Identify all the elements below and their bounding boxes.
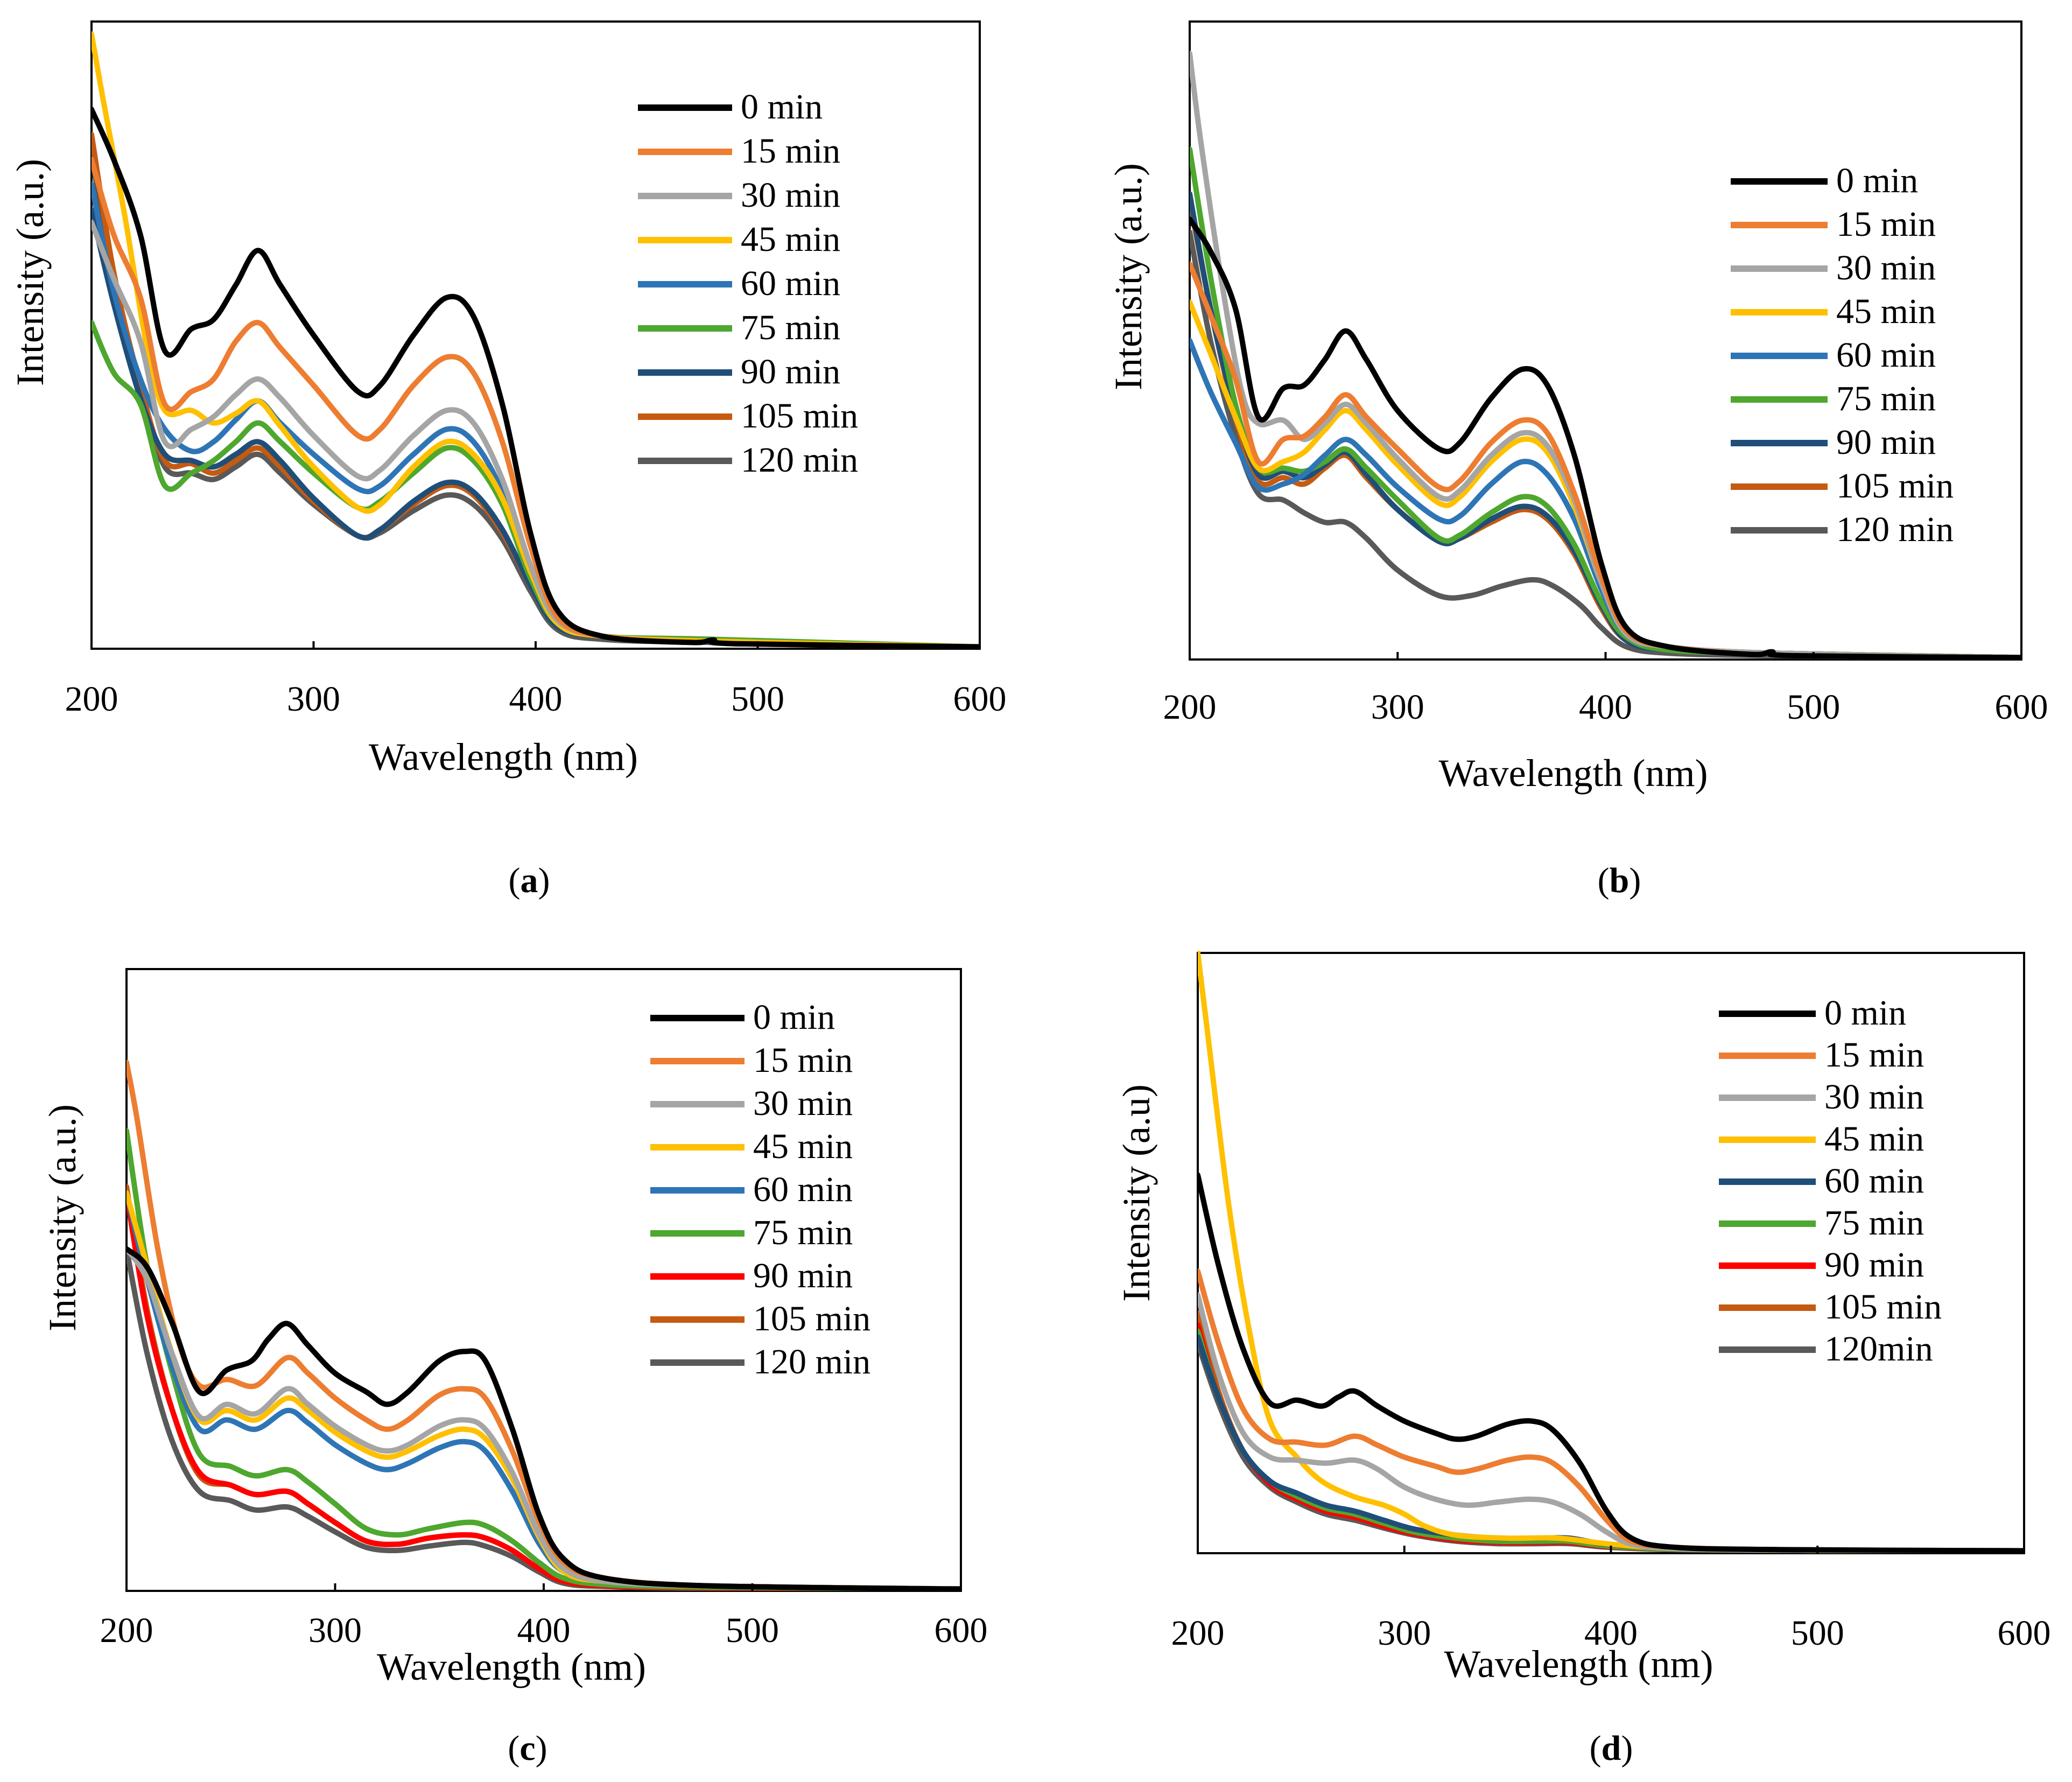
caption-a-letter: a bbox=[520, 861, 538, 900]
x-tick-label-c-0: 200 bbox=[100, 1611, 153, 1650]
legend-label-a-7: 105 min bbox=[741, 396, 858, 436]
legend-label-a-6: 90 min bbox=[741, 352, 840, 391]
caption-d-letter: d bbox=[1601, 1729, 1621, 1768]
legend-label-b-8: 120 min bbox=[1836, 510, 1954, 549]
legend-label-a-1: 15 min bbox=[741, 131, 840, 171]
series-group-c bbox=[127, 1060, 961, 1591]
x-tick-label-b-2: 400 bbox=[1579, 687, 1632, 727]
legend-label-d-3: 45 min bbox=[1824, 1119, 1924, 1159]
caption-c: (c) bbox=[508, 1729, 547, 1768]
x-tick-label-a-3: 500 bbox=[731, 679, 784, 719]
x-tick-label-c-3: 500 bbox=[726, 1611, 779, 1650]
legend-label-c-3: 45 min bbox=[753, 1127, 853, 1166]
legend-label-d-2: 30 min bbox=[1824, 1077, 1924, 1117]
x-tick-label-c-1: 300 bbox=[308, 1611, 362, 1650]
legend-label-b-2: 30 min bbox=[1836, 248, 1936, 287]
x-tick-label-c-2: 400 bbox=[517, 1611, 571, 1650]
series-line-a-0 bbox=[92, 107, 980, 649]
x-axis-label-b: Wavelength (nm) bbox=[1438, 752, 1708, 795]
caption-c-letter: c bbox=[519, 1729, 536, 1768]
legend-label-d-7: 105 min bbox=[1824, 1287, 1942, 1327]
y-axis-label-d: Intensity (a.u) bbox=[1115, 1084, 1158, 1302]
chart-panel-d: 200 300 400 500 600 Wavelength (nm) Intensity … bbox=[1036, 891, 2072, 1782]
x-tick-label-b-4: 600 bbox=[1995, 687, 2048, 727]
chart-c-svg: 200 300 400 500 600 Wavelength (nm) Intensity … bbox=[41, 968, 988, 1688]
x-tick-label-d-0: 200 bbox=[1171, 1613, 1225, 1653]
caption-b: (b) bbox=[1597, 861, 1641, 900]
chart-panel-b: 200 300 400 500 600 Wavelength (nm) Intensity … bbox=[1036, 0, 2072, 900]
legend-label-c-4: 60 min bbox=[753, 1170, 853, 1209]
legend-label-d-1: 15 min bbox=[1824, 1035, 1924, 1075]
x-tick-label-b-1: 300 bbox=[1371, 687, 1424, 727]
x-tick-label-d-4: 600 bbox=[1998, 1613, 2051, 1653]
caption-a: (a) bbox=[508, 861, 550, 900]
legend-label-d-6: 90 min bbox=[1824, 1245, 1924, 1285]
chart-b-svg: 200 300 400 500 600 Wavelength (nm) Intensity … bbox=[1107, 20, 2048, 795]
series-line-c-5 bbox=[127, 1128, 961, 1591]
x-axis-label-c: Wavelength (nm) bbox=[377, 1645, 646, 1688]
legend-label-d-8: 120min bbox=[1824, 1329, 1933, 1369]
series-group-b bbox=[1190, 51, 2021, 660]
x-tick-label-a-2: 400 bbox=[509, 679, 563, 719]
chart-panel-c: 200 300 400 500 600 Wavelength (nm) Intensity … bbox=[0, 891, 1036, 1782]
legend-label-a-5: 75 min bbox=[741, 308, 840, 347]
legend-label-a-4: 60 min bbox=[741, 264, 840, 303]
legend-label-c-8: 120 min bbox=[753, 1342, 870, 1381]
legend-label-b-3: 45 min bbox=[1836, 292, 1936, 331]
series-line-c-2 bbox=[127, 1246, 961, 1591]
legend-label-b-4: 60 min bbox=[1836, 335, 1936, 375]
x-tick-label-b-3: 500 bbox=[1787, 687, 1840, 727]
legend-label-a-2: 30 min bbox=[741, 176, 840, 215]
x-axis-label-d: Wavelength (nm) bbox=[1444, 1643, 1713, 1686]
legend-b: 0 min 15 min 30 min 45 min 60 min 75 min 90 mi… bbox=[1731, 161, 1954, 549]
legend-label-b-7: 105 min bbox=[1836, 466, 1954, 506]
y-axis-label-c: Intensity (a.u.) bbox=[41, 1104, 84, 1331]
y-axis-label-a: Intensity (a.u.) bbox=[9, 159, 52, 386]
series-group-a bbox=[92, 31, 980, 649]
chart-d-svg: 200 300 400 500 600 Wavelength (nm) Intensity … bbox=[1115, 951, 2051, 1686]
x-tick-label-b-0: 200 bbox=[1163, 687, 1217, 727]
legend-label-a-8: 120 min bbox=[741, 440, 858, 480]
series-line-d-0 bbox=[1198, 1172, 2024, 1553]
x-tick-label-c-4: 600 bbox=[935, 1611, 988, 1650]
legend-label-c-7: 105 min bbox=[753, 1299, 870, 1338]
legend-label-d-0: 0 min bbox=[1824, 993, 1906, 1033]
series-line-c-0 bbox=[127, 1246, 961, 1591]
legend-label-b-0: 0 min bbox=[1836, 161, 1918, 200]
chart-panel-a: 200 300 400 500 600 Wavelength (nm) Intensity … bbox=[0, 0, 1036, 900]
legend-label-d-5: 75 min bbox=[1824, 1203, 1924, 1243]
x-tick-label-d-1: 300 bbox=[1378, 1613, 1431, 1653]
series-line-b-0 bbox=[1190, 216, 2021, 660]
x-tick-label-d-2: 400 bbox=[1584, 1613, 1638, 1653]
legend-label-c-1: 15 min bbox=[753, 1041, 853, 1080]
legend-label-c-6: 90 min bbox=[753, 1256, 853, 1295]
x-tick-label-a-0: 200 bbox=[65, 679, 118, 719]
y-axis-label-b: Intensity (a.u.) bbox=[1107, 163, 1150, 390]
series-group-d bbox=[1198, 951, 2024, 1553]
caption-d: (d) bbox=[1589, 1729, 1633, 1768]
legend-label-c-5: 75 min bbox=[753, 1213, 853, 1252]
legend-label-b-5: 75 min bbox=[1836, 379, 1936, 418]
x-tick-label-d-3: 500 bbox=[1791, 1613, 1844, 1653]
legend-label-a-0: 0 min bbox=[741, 87, 823, 127]
legend-label-d-4: 60 min bbox=[1824, 1161, 1924, 1201]
legend-label-b-6: 90 min bbox=[1836, 423, 1936, 462]
x-tick-label-a-1: 300 bbox=[287, 679, 340, 719]
x-tick-label-a-4: 600 bbox=[953, 679, 1007, 719]
caption-b-letter: b bbox=[1609, 861, 1629, 900]
chart-a-svg: 200 300 400 500 600 Wavelength (nm) Intensity … bbox=[9, 20, 1007, 778]
legend-label-c-2: 30 min bbox=[753, 1084, 853, 1123]
legend-label-b-1: 15 min bbox=[1836, 205, 1936, 244]
legend-label-a-3: 45 min bbox=[741, 220, 840, 259]
legend-label-c-0: 0 min bbox=[753, 998, 835, 1037]
x-axis-label-a: Wavelength (nm) bbox=[369, 735, 638, 778]
legend-c: 0 min 15 min 30 min 45 min 60 min 75 min 90 mi… bbox=[650, 998, 870, 1381]
